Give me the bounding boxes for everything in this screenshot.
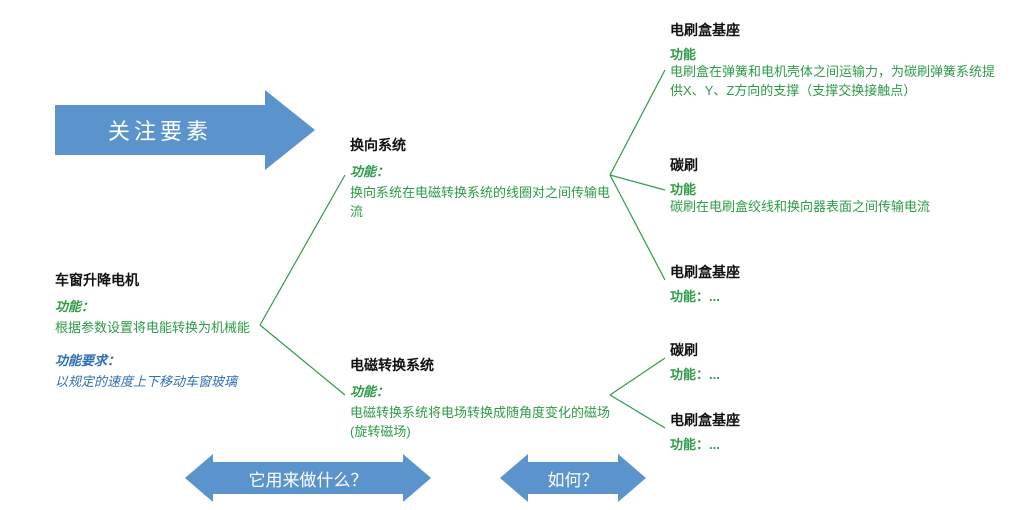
focus-arrow-label: 关注要素: [55, 105, 265, 155]
leaf-d-func-label: 功能：...: [670, 364, 1000, 383]
root-func-label: 功能：: [55, 296, 295, 315]
arrow-head-left-icon: [185, 454, 213, 502]
what-arrow-label: 它用来做什么？: [213, 462, 403, 494]
leaf-node-a: 电刷盒基座 功能 电刷盒在弹簧和电机壳体之间运输力，为碳刷弹簧系统提供X、Y、Z…: [670, 20, 1000, 101]
leaf-node-e: 电刷盒基座 功能：...: [670, 410, 1000, 453]
arrow-head-left-icon: [500, 454, 528, 502]
leaf-b-func-label: 功能: [670, 179, 1000, 198]
how-arrow-label: 如何？: [528, 462, 618, 494]
root-func-text: 根据参数设置将电能转换为机械能: [55, 319, 295, 338]
leaf-node-d: 碳刷 功能：...: [670, 340, 1000, 383]
mid2-func-label: 功能：: [350, 381, 610, 400]
leaf-a-func-text: 电刷盒在弹簧和电机壳体之间运输力，为碳刷弹簧系统提供X、Y、Z方向的支撑（支撑交…: [670, 63, 1000, 101]
leaf-e-func-label: 功能：...: [670, 434, 1000, 453]
root-title: 车窗升降电机: [55, 270, 295, 290]
mid-node-2: 电磁转换系统 功能： 电磁转换系统将电场转换成随角度变化的磁场 (旋转磁场): [350, 355, 610, 442]
root-req-label: 功能要求：: [55, 350, 295, 369]
leaf-node-b: 碳刷 功能 碳刷在电刷盒绞线和换向器表面之间传输电流: [670, 155, 1000, 217]
leaf-b-title: 碳刷: [670, 155, 1000, 175]
root-req-text: 以规定的速度上下移动车窗玻璃: [55, 373, 295, 392]
leaf-node-c: 电刷盒基座 功能：...: [670, 262, 1000, 305]
mid-node-1: 换向系统 功能： 换向系统在电磁转换系统的线圈对之间传输电流: [350, 135, 610, 222]
mid2-title: 电磁转换系统: [350, 355, 610, 375]
focus-arrow: 关注要素: [55, 90, 315, 170]
mid1-func-text: 换向系统在电磁转换系统的线圈对之间传输电流: [350, 184, 610, 222]
leaf-d-title: 碳刷: [670, 340, 1000, 360]
leaf-c-func-label: 功能：...: [670, 286, 1000, 305]
root-node: 车窗升降电机 功能： 根据参数设置将电能转换为机械能 功能要求： 以规定的速度上…: [55, 270, 295, 392]
leaf-a-func-label: 功能: [670, 44, 1000, 63]
mid2-func-text: 电磁转换系统将电场转换成随角度变化的磁场 (旋转磁场): [350, 404, 610, 442]
arrow-head-right-icon: [618, 454, 646, 502]
leaf-a-title: 电刷盒基座: [670, 20, 1000, 40]
mid1-func-label: 功能：: [350, 161, 610, 180]
arrow-head-icon: [265, 90, 315, 170]
mid1-title: 换向系统: [350, 135, 610, 155]
leaf-e-title: 电刷盒基座: [670, 410, 1000, 430]
how-arrow: 如何？: [500, 454, 646, 502]
what-arrow: 它用来做什么？: [185, 454, 431, 502]
leaf-c-title: 电刷盒基座: [670, 262, 1000, 282]
arrow-head-right-icon: [403, 454, 431, 502]
leaf-b-func-text: 碳刷在电刷盒绞线和换向器表面之间传输电流: [670, 198, 1000, 217]
